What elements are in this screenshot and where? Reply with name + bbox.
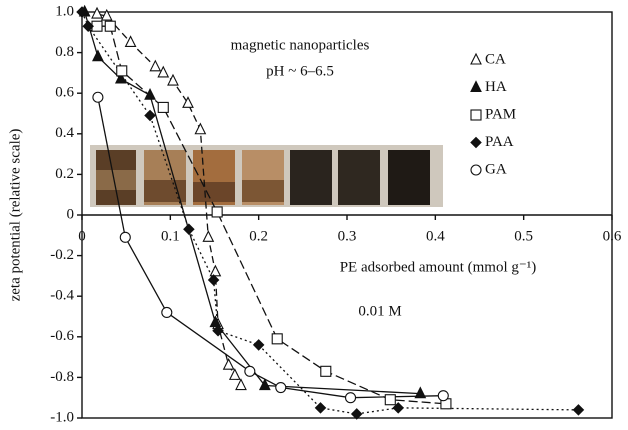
series-line <box>97 25 446 405</box>
y-tick-label: -0.6 <box>50 328 74 344</box>
point <box>437 390 449 402</box>
x-axis-label: PE adsorbed amount (mmol g⁻¹) <box>340 259 537 275</box>
y-tick-label: 1.0 <box>55 3 74 19</box>
point <box>222 357 235 370</box>
point <box>320 365 332 377</box>
point <box>252 339 265 351</box>
photo-inset <box>90 145 443 207</box>
y-tick-label: -1.0 <box>50 409 74 425</box>
point <box>392 402 405 414</box>
y-axis-label: zeta potential (relative scale) <box>7 129 23 302</box>
point <box>167 73 179 86</box>
y-tick-label: 0.6 <box>55 85 74 101</box>
point <box>275 381 287 394</box>
point <box>144 109 156 122</box>
y-tick-label: -0.4 <box>50 288 74 304</box>
point <box>212 324 224 337</box>
x-tick-label: 0.3 <box>338 228 357 244</box>
point <box>572 404 585 416</box>
legend-label: HA <box>485 79 507 95</box>
annotation: pH ~ 6–6.5 <box>266 63 334 79</box>
annotation: 0.01 M <box>358 303 401 319</box>
point <box>384 394 396 406</box>
point <box>207 274 220 286</box>
legend-symbol <box>470 52 482 65</box>
legend-label: GA <box>485 161 507 177</box>
point <box>182 96 194 108</box>
point <box>91 6 103 19</box>
legend-symbol <box>470 164 482 176</box>
point <box>119 231 131 243</box>
x-tick-label: 0.6 <box>603 228 622 244</box>
point <box>211 206 223 218</box>
legend-label: CA <box>485 51 506 67</box>
x-tick-label: 0.4 <box>426 228 445 244</box>
point <box>414 386 427 399</box>
y-tick-label: 0.2 <box>55 166 74 182</box>
legend-symbol <box>470 109 482 121</box>
x-tick-label: 0.2 <box>249 228 268 244</box>
point <box>157 101 169 113</box>
point <box>82 20 94 32</box>
point <box>104 20 116 32</box>
point <box>209 315 222 328</box>
point <box>209 264 222 277</box>
point <box>235 378 247 391</box>
point <box>314 402 327 414</box>
annotation: magnetic nanoparticles <box>231 37 370 53</box>
point <box>202 230 215 242</box>
y-tick-label: -0.8 <box>50 369 74 385</box>
y-tick-label: 0.8 <box>55 44 74 60</box>
point <box>92 49 104 62</box>
series-line <box>97 97 444 399</box>
point <box>149 59 162 72</box>
point <box>350 408 363 420</box>
legend-symbol <box>470 80 482 93</box>
legend-label: PAM <box>485 106 516 122</box>
x-tick-label: 0.5 <box>514 228 533 244</box>
point <box>157 65 170 78</box>
legend-label: PAA <box>485 134 514 150</box>
point <box>124 35 137 48</box>
point <box>228 368 241 380</box>
point <box>183 223 195 235</box>
point <box>114 71 127 84</box>
point <box>100 8 113 21</box>
x-tick-label: 0 <box>78 228 86 244</box>
point <box>244 365 256 377</box>
legend-symbol <box>470 136 482 149</box>
point <box>161 306 173 318</box>
series-line <box>96 13 242 386</box>
point <box>194 122 207 135</box>
y-tick-label: 0.4 <box>55 125 74 141</box>
point <box>258 378 271 391</box>
point <box>344 392 357 404</box>
point <box>76 6 88 18</box>
point <box>92 91 104 103</box>
point <box>271 333 283 345</box>
point <box>116 65 128 77</box>
y-tick-label: -0.2 <box>50 247 74 263</box>
x-tick-label: 0.1 <box>161 228 180 244</box>
point <box>144 88 156 100</box>
y-tick-label: 0 <box>67 206 75 222</box>
